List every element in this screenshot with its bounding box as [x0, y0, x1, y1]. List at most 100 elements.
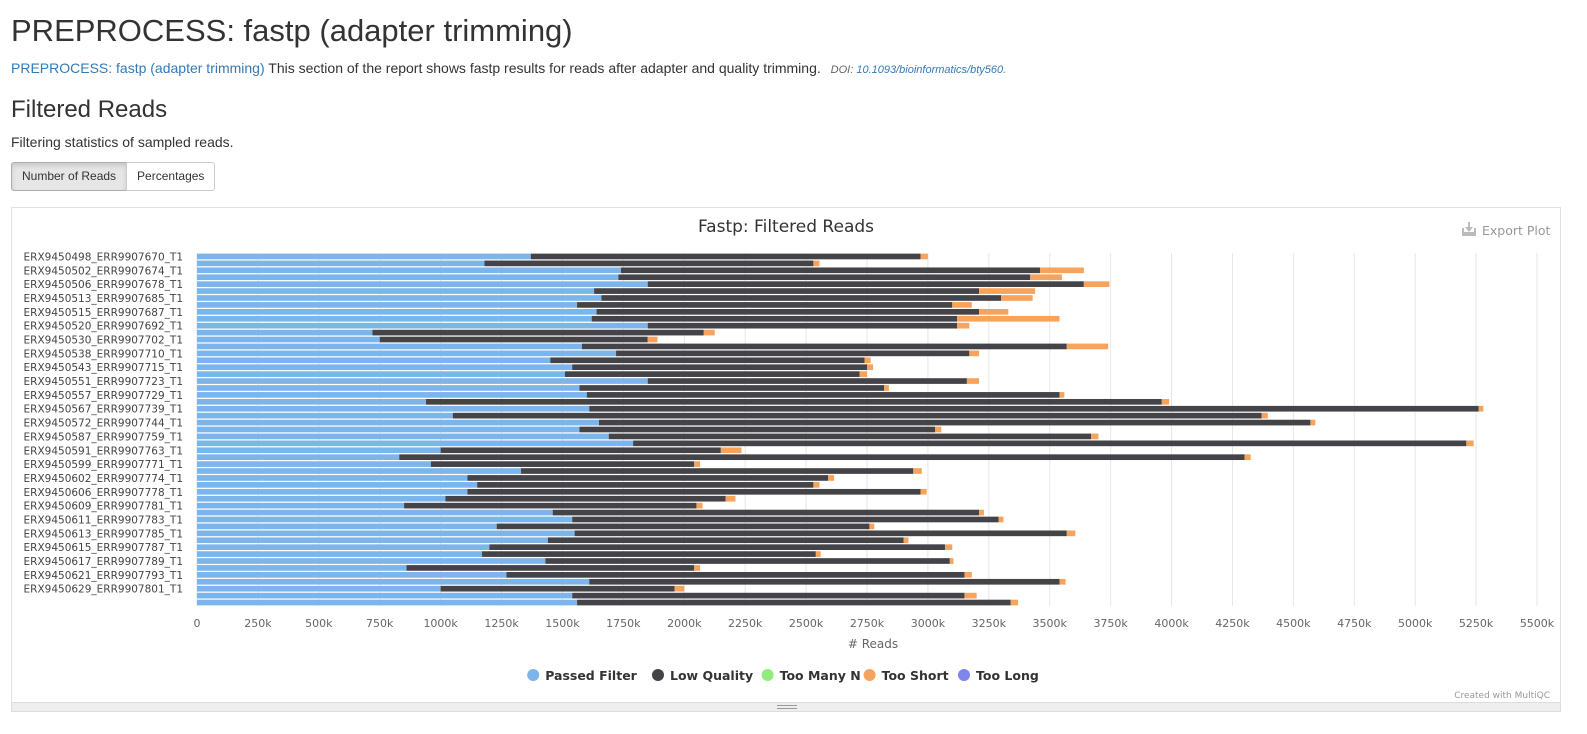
bar-segment[interactable] [966, 378, 980, 384]
bar-segment[interactable] [979, 509, 984, 516]
bar-segment[interactable] [1244, 454, 1251, 461]
bar-segment[interactable] [197, 592, 573, 599]
bar-segment[interactable] [647, 378, 967, 384]
bar-segment[interactable] [197, 398, 427, 405]
bar-segment[interactable] [1091, 433, 1099, 440]
bar-segment[interactable] [957, 322, 970, 329]
bar-segment[interactable] [197, 516, 573, 523]
bar-segment[interactable] [197, 426, 580, 433]
bar-segment[interactable] [197, 281, 648, 287]
number-of-reads-button[interactable]: Number of Reads [11, 162, 128, 191]
bar-segment[interactable] [197, 558, 546, 564]
bar-segment[interactable] [197, 371, 565, 377]
bar-segment[interactable] [197, 267, 621, 274]
bar-segment[interactable] [1039, 267, 1084, 274]
bar-segment[interactable] [920, 488, 927, 495]
bar-segment[interactable] [620, 267, 1040, 274]
bar-segment[interactable] [197, 322, 648, 329]
bar-segment[interactable] [633, 440, 1467, 447]
bar-segment[interactable] [197, 378, 648, 384]
bar-segment[interactable] [197, 544, 490, 551]
legend-item[interactable]: Too Many N [761, 668, 861, 683]
bar-segment[interactable] [618, 274, 1031, 281]
bar-segment[interactable] [197, 482, 478, 488]
bar-segment[interactable] [1066, 530, 1076, 537]
bar-segment[interactable] [864, 357, 871, 364]
bar-segment[interactable] [521, 468, 914, 474]
bar-segment[interactable] [482, 551, 816, 557]
legend-item[interactable]: Low Quality [652, 668, 753, 683]
bar-segment[interactable] [594, 288, 980, 294]
bar-segment[interactable] [589, 578, 1060, 585]
bar-segment[interactable] [197, 572, 507, 578]
bar-segment[interactable] [913, 468, 922, 474]
plot-resize-handle[interactable] [11, 702, 1561, 712]
bar-segment[interactable] [406, 565, 695, 571]
bar-segment[interactable] [574, 530, 1067, 537]
bar-segment[interactable] [694, 461, 701, 467]
bar-segment[interactable] [197, 454, 400, 461]
bar-segment[interactable] [197, 461, 431, 467]
bar-segment[interactable] [550, 357, 865, 364]
bar-segment[interactable] [647, 322, 958, 329]
bar-segment[interactable] [197, 433, 609, 440]
bar-segment[interactable] [720, 447, 742, 454]
bar-segment[interactable] [572, 592, 965, 599]
bar-segment[interactable] [197, 364, 573, 371]
bar-segment[interactable] [197, 488, 468, 495]
bar-segment[interactable] [998, 516, 1004, 523]
bar-segment[interactable] [616, 350, 970, 357]
bar-segment[interactable] [399, 454, 1245, 461]
bar-segment[interactable] [599, 419, 1311, 426]
bar-segment[interactable] [197, 329, 373, 336]
bar-segment[interactable] [564, 371, 860, 377]
intro-link[interactable]: PREPROCESS: fastp (adapter trimming) [11, 60, 265, 76]
bar-segment[interactable] [197, 295, 602, 301]
bar-segment[interactable] [197, 509, 553, 516]
export-plot-button[interactable]: Export Plot [1462, 222, 1551, 238]
bar-segment[interactable] [608, 433, 1092, 440]
bar-segment[interactable] [197, 599, 578, 606]
bar-segment[interactable] [1001, 295, 1033, 301]
bar-segment[interactable] [859, 371, 867, 377]
bar-segment[interactable] [572, 516, 999, 523]
bar-segment[interactable] [979, 308, 1009, 315]
bar-segment[interactable] [197, 502, 405, 509]
bar-segment[interactable] [197, 578, 590, 585]
bar-segment[interactable] [815, 551, 821, 557]
bar-segment[interactable] [969, 350, 980, 357]
bar-segment[interactable] [1466, 440, 1474, 447]
bar-segment[interactable] [197, 475, 468, 481]
bar-segment[interactable] [404, 502, 697, 509]
bar-segment[interactable] [440, 447, 721, 454]
bar-segment[interactable] [813, 482, 820, 488]
bar-segment[interactable] [579, 426, 936, 433]
bar-segment[interactable] [440, 585, 675, 592]
bar-segment[interactable] [467, 488, 921, 495]
bar-segment[interactable] [477, 482, 814, 488]
bar-segment[interactable] [694, 565, 701, 571]
bar-segment[interactable] [197, 308, 597, 315]
bar-segment[interactable] [547, 537, 904, 544]
bar-segment[interactable] [589, 405, 1479, 412]
bar-segment[interactable] [586, 392, 1060, 398]
bar-segment[interactable] [591, 315, 958, 322]
percentages-button[interactable]: Percentages [126, 162, 216, 191]
bar-segment[interactable] [426, 398, 1162, 405]
bar-segment[interactable] [964, 572, 972, 578]
bar-segment[interactable] [197, 253, 531, 260]
bar-segment[interactable] [197, 357, 551, 364]
bar-segment[interactable] [197, 440, 634, 447]
bar-segment[interactable] [1478, 405, 1484, 412]
legend-item[interactable]: Too Short [863, 668, 949, 683]
bar-segment[interactable] [489, 544, 945, 551]
bar-segment[interactable] [197, 260, 485, 267]
bar-segment[interactable] [596, 308, 980, 315]
bar-segment[interactable] [703, 329, 715, 336]
bar-segment[interactable] [197, 447, 441, 454]
bar-segment[interactable] [197, 565, 407, 571]
bar-segment[interactable] [903, 537, 909, 544]
bar-segment[interactable] [1059, 578, 1066, 585]
bar-segment[interactable] [828, 475, 835, 481]
bar-segment[interactable] [577, 599, 1011, 606]
